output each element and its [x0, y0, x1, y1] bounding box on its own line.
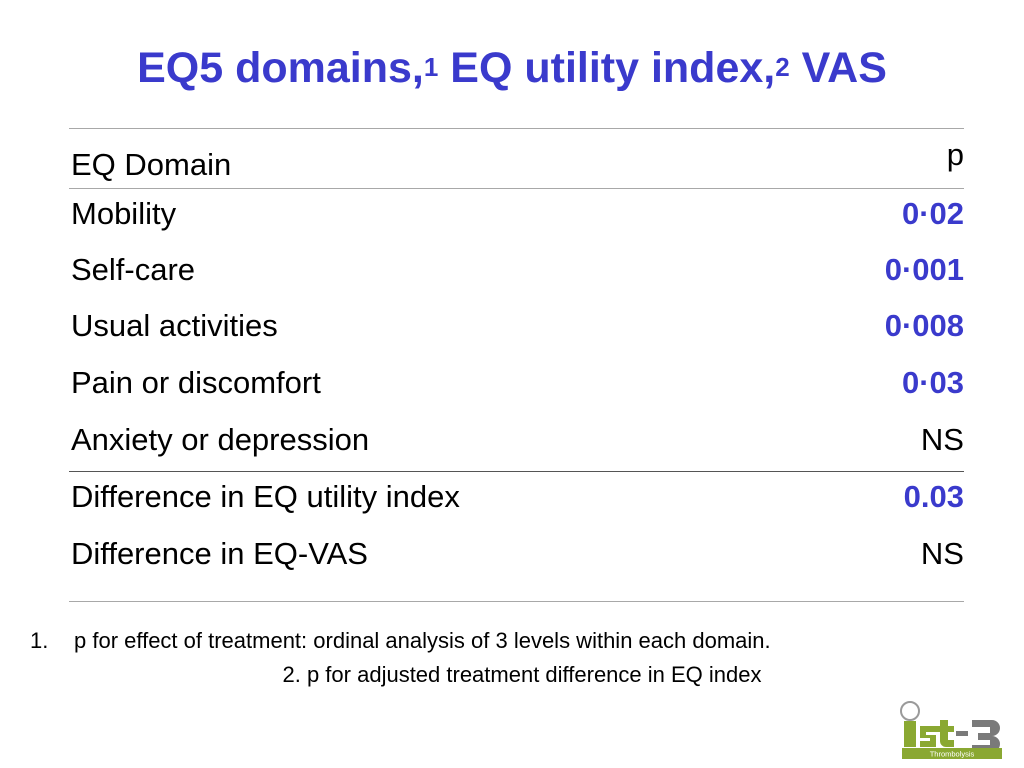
row-label: Self-care: [71, 252, 196, 287]
table-row: Pain or discomfort 0·03: [71, 363, 964, 403]
table-row: Self-care 0·001: [71, 250, 964, 290]
title-part-3: VAS: [789, 44, 887, 92]
row-p-value: 0.03: [903, 479, 964, 514]
row-label: Difference in EQ-VAS: [71, 536, 368, 571]
row-p-value: 0·008: [884, 308, 964, 343]
table-bottom-rule: [69, 601, 964, 602]
table-row: Difference in EQ utility index 0.03: [71, 477, 964, 517]
row-label: Mobility: [71, 196, 177, 231]
table-row: Mobility 0·02: [71, 194, 964, 234]
table-row: Usual activities 0·008: [71, 306, 964, 346]
table-row: Anxiety or depression NS: [71, 420, 964, 460]
row-label: Usual activities: [71, 308, 278, 343]
header-rule: [69, 188, 964, 189]
title-superscript-1: 1: [423, 52, 439, 82]
row-p-value: 0·02: [901, 196, 964, 231]
title-part-1: EQ5 domains,: [137, 44, 424, 92]
footnote-1-number: 1.: [30, 628, 49, 653]
section-rule: [69, 471, 964, 472]
row-label: Anxiety or depression: [71, 422, 370, 457]
row-p-value: NS: [920, 422, 964, 457]
table-top-rule: [69, 128, 964, 129]
header-p: p: [946, 137, 964, 172]
logo-subtitle: Thrombolysis: [930, 750, 975, 759]
title-part-2: EQ utility index,: [438, 44, 776, 92]
footnote-2: 2. p for adjusted treatment difference i…: [282, 662, 762, 687]
row-p-value: 0·001: [884, 252, 964, 287]
footnote-1-text: p for effect of treatment: ordinal analy…: [74, 628, 771, 653]
row-label: Difference in EQ utility index: [71, 479, 460, 514]
title-superscript-2: 2: [775, 52, 790, 82]
footnote-1: 1. p for effect of treatment: ordinal ana…: [30, 627, 1010, 655]
ist-3-logo: Thrombolysis: [900, 701, 1002, 759]
row-p-value: NS: [920, 536, 964, 571]
row-label: Pain or discomfort: [71, 365, 321, 400]
slide-title: EQ5 domains,1 EQ utility index,2 VAS: [0, 38, 1024, 98]
header-eq-domain: EQ Domain: [71, 147, 232, 182]
row-p-value: 0·03: [901, 365, 964, 400]
table-row: Difference in EQ-VAS NS: [71, 534, 964, 574]
